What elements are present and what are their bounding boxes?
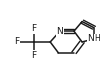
Text: F: F [14,37,19,46]
Text: N: N [87,34,94,43]
Text: N: N [57,27,63,36]
Text: F: F [31,51,37,60]
Text: H: H [94,34,100,43]
Text: F: F [31,24,37,33]
